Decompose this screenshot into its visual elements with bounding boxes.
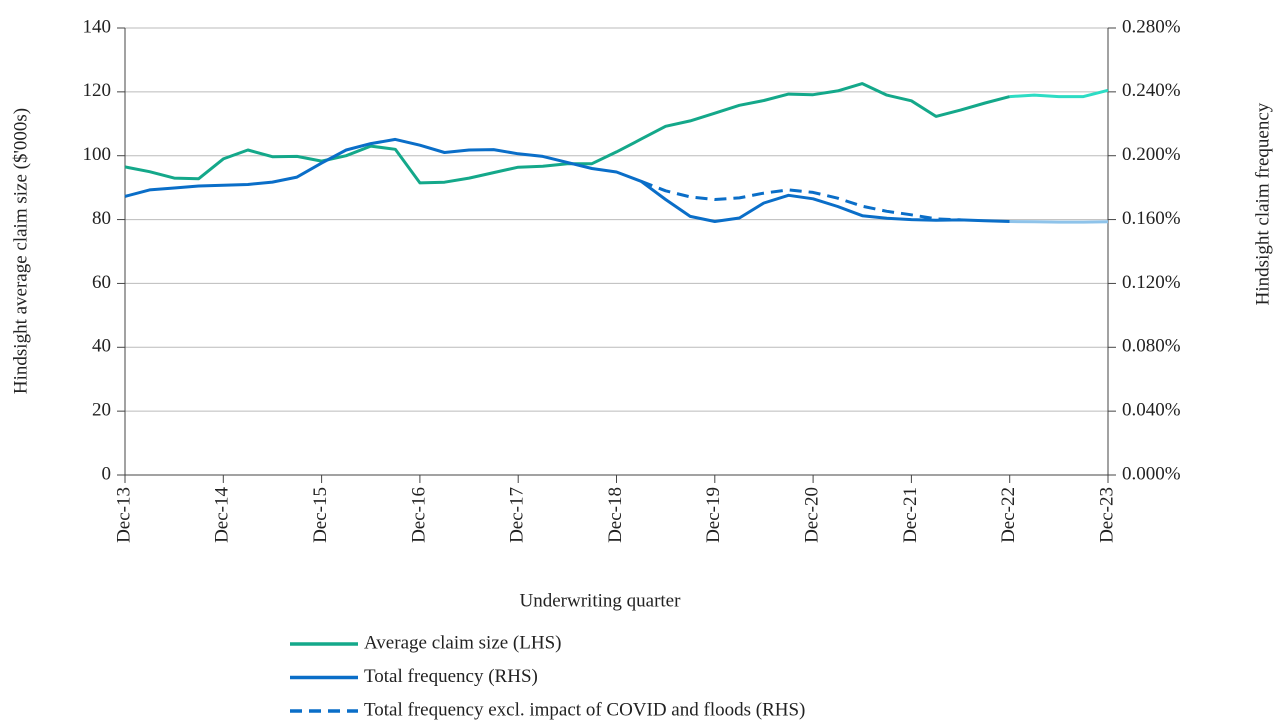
x-axis-title: Underwriting quarter <box>520 590 682 611</box>
x-tick-label: Dec-13 <box>113 487 134 543</box>
series-line <box>640 179 961 222</box>
series-line <box>124 82 1011 185</box>
y2-tick-label: 0.240% <box>1122 80 1181 101</box>
series-line <box>124 137 1010 223</box>
y2-tick-label: 0.080% <box>1122 336 1181 357</box>
x-tick-label: Dec-21 <box>900 487 921 543</box>
y-tick-label: 20 <box>92 400 111 421</box>
y-tick-label: 140 <box>83 16 112 37</box>
legend-label: Average claim size (LHS) <box>364 632 561 653</box>
y-tick-label: 80 <box>92 208 111 229</box>
y2-tick-label: 0.000% <box>1122 463 1181 484</box>
y2-tick-label: 0.280% <box>1122 16 1181 37</box>
x-tick-label: Dec-14 <box>212 487 233 543</box>
y2-tick-label: 0.040% <box>1122 400 1181 421</box>
x-tick-label: Dec-23 <box>1096 487 1117 543</box>
y-tick-label: 120 <box>83 80 112 101</box>
y-tick-label: 100 <box>83 144 112 165</box>
legend-label: Total frequency excl. impact of COVID an… <box>364 699 805 720</box>
x-tick-label: Dec-17 <box>507 487 528 543</box>
x-tick-label: Dec-15 <box>310 487 331 543</box>
y2-tick-label: 0.160% <box>1122 208 1181 229</box>
x-tick-label: Dec-16 <box>408 487 429 543</box>
y-axis-title: Hindsight average claim size ($'000s) <box>10 108 31 394</box>
x-tick-label: Dec-19 <box>703 487 724 543</box>
y-tick-label: 0 <box>102 463 112 484</box>
x-tick-label: Dec-18 <box>605 487 626 543</box>
y2-tick-label: 0.200% <box>1122 144 1181 165</box>
y-tick-label: 40 <box>92 336 111 357</box>
x-tick-label: Dec-20 <box>801 487 822 543</box>
x-tick-label: Dec-22 <box>998 487 1019 543</box>
y2-axis-title: Hindsight claim frequency <box>1252 102 1273 305</box>
y-tick-label: 60 <box>92 272 111 293</box>
series-line <box>1009 88 1109 99</box>
legend-label: Total frequency (RHS) <box>364 666 538 687</box>
y2-tick-label: 0.120% <box>1122 272 1181 293</box>
series-line <box>1009 220 1109 224</box>
